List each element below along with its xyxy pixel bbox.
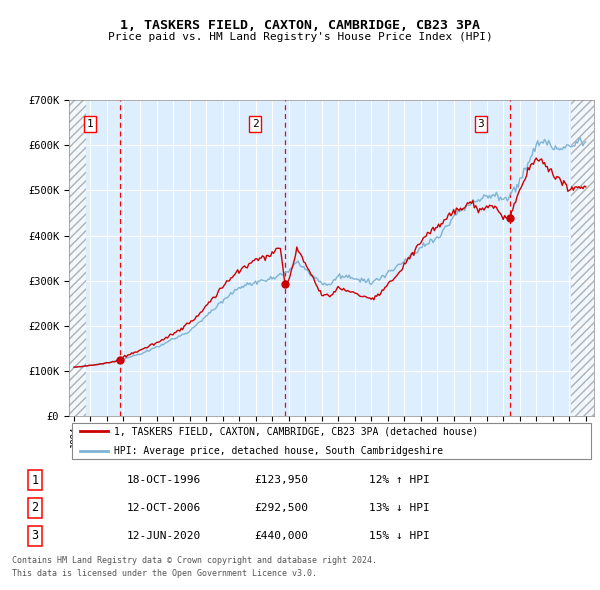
Bar <box>69 100 86 416</box>
Text: £123,950: £123,950 <box>254 475 308 485</box>
Text: Price paid vs. HM Land Registry's House Price Index (HPI): Price paid vs. HM Land Registry's House … <box>107 32 493 42</box>
Text: 3: 3 <box>31 529 38 542</box>
Text: 2: 2 <box>252 119 259 129</box>
Text: 1, TASKERS FIELD, CAXTON, CAMBRIDGE, CB23 3PA (detached house): 1, TASKERS FIELD, CAXTON, CAMBRIDGE, CB2… <box>113 427 478 436</box>
Text: £292,500: £292,500 <box>254 503 308 513</box>
Bar <box>571 100 594 416</box>
Text: 13% ↓ HPI: 13% ↓ HPI <box>369 503 430 513</box>
FancyBboxPatch shape <box>71 423 592 460</box>
Text: 12-OCT-2006: 12-OCT-2006 <box>127 503 202 513</box>
Text: 12-JUN-2020: 12-JUN-2020 <box>127 531 202 541</box>
Text: 3: 3 <box>478 119 484 129</box>
Bar <box>571 100 594 416</box>
Text: 15% ↓ HPI: 15% ↓ HPI <box>369 531 430 541</box>
Text: 12% ↑ HPI: 12% ↑ HPI <box>369 475 430 485</box>
Text: This data is licensed under the Open Government Licence v3.0.: This data is licensed under the Open Gov… <box>12 569 317 578</box>
Text: 1: 1 <box>87 119 94 129</box>
Text: 2: 2 <box>31 502 38 514</box>
Text: HPI: Average price, detached house, South Cambridgeshire: HPI: Average price, detached house, Sout… <box>113 447 443 456</box>
Text: £440,000: £440,000 <box>254 531 308 541</box>
Bar <box>69 100 86 416</box>
Text: 1, TASKERS FIELD, CAXTON, CAMBRIDGE, CB23 3PA: 1, TASKERS FIELD, CAXTON, CAMBRIDGE, CB2… <box>120 19 480 32</box>
Text: 1: 1 <box>31 474 38 487</box>
Text: 18-OCT-1996: 18-OCT-1996 <box>127 475 202 485</box>
Text: Contains HM Land Registry data © Crown copyright and database right 2024.: Contains HM Land Registry data © Crown c… <box>12 556 377 565</box>
